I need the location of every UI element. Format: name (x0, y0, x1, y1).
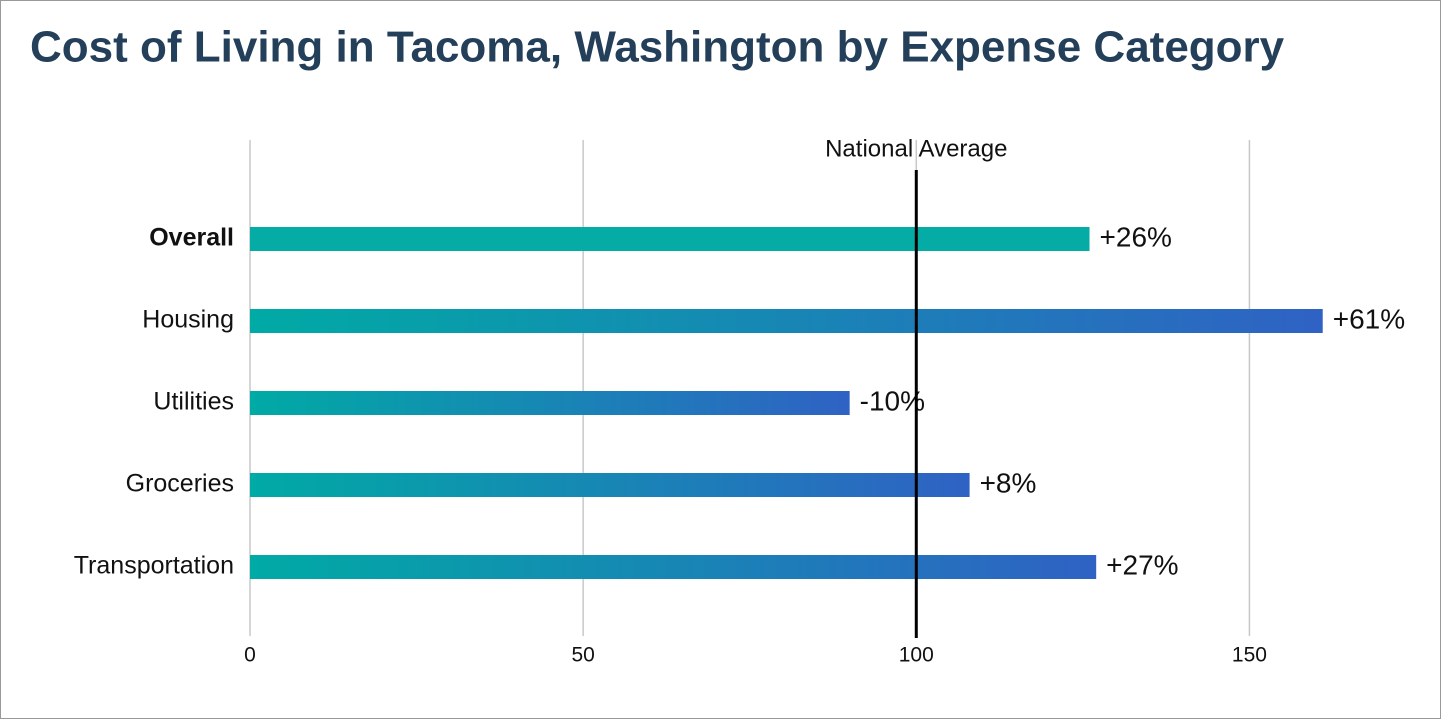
x-tick-label: 50 (571, 644, 594, 667)
y-category-label: Utilities (153, 388, 234, 416)
y-category-label: Groceries (126, 470, 234, 498)
x-tick-label: 150 (1232, 644, 1267, 667)
x-tick-label: 0 (244, 644, 256, 667)
reference-label: National Average (825, 135, 1007, 162)
bar (250, 555, 1097, 579)
bar (250, 391, 850, 415)
value-label: +8% (980, 467, 1037, 498)
x-tick-label: 100 (899, 644, 934, 667)
bar (250, 309, 1323, 333)
y-category-label: Transportation (74, 552, 234, 580)
value-label: +61% (1333, 303, 1405, 334)
bar (250, 473, 970, 497)
value-label: +26% (1100, 221, 1172, 252)
chart-title: Cost of Living in Tacoma, Washington by … (30, 23, 1285, 72)
y-category-label: Housing (142, 306, 234, 334)
value-label: +27% (1106, 549, 1178, 580)
y-category-label: Overall (149, 224, 234, 252)
value-label: -10% (860, 385, 925, 416)
bar (250, 227, 1090, 251)
